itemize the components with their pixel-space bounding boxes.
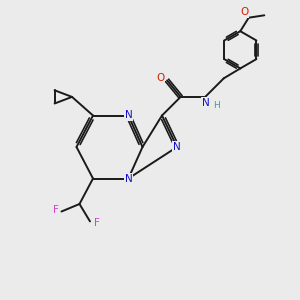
Text: N: N [124, 110, 132, 121]
Text: N: N [202, 98, 210, 108]
Text: F: F [94, 218, 100, 228]
Text: O: O [156, 73, 165, 83]
Text: O: O [240, 7, 248, 17]
Text: H: H [213, 101, 220, 110]
Text: N: N [173, 142, 181, 152]
Text: N: N [124, 173, 132, 184]
Text: F: F [53, 205, 59, 215]
